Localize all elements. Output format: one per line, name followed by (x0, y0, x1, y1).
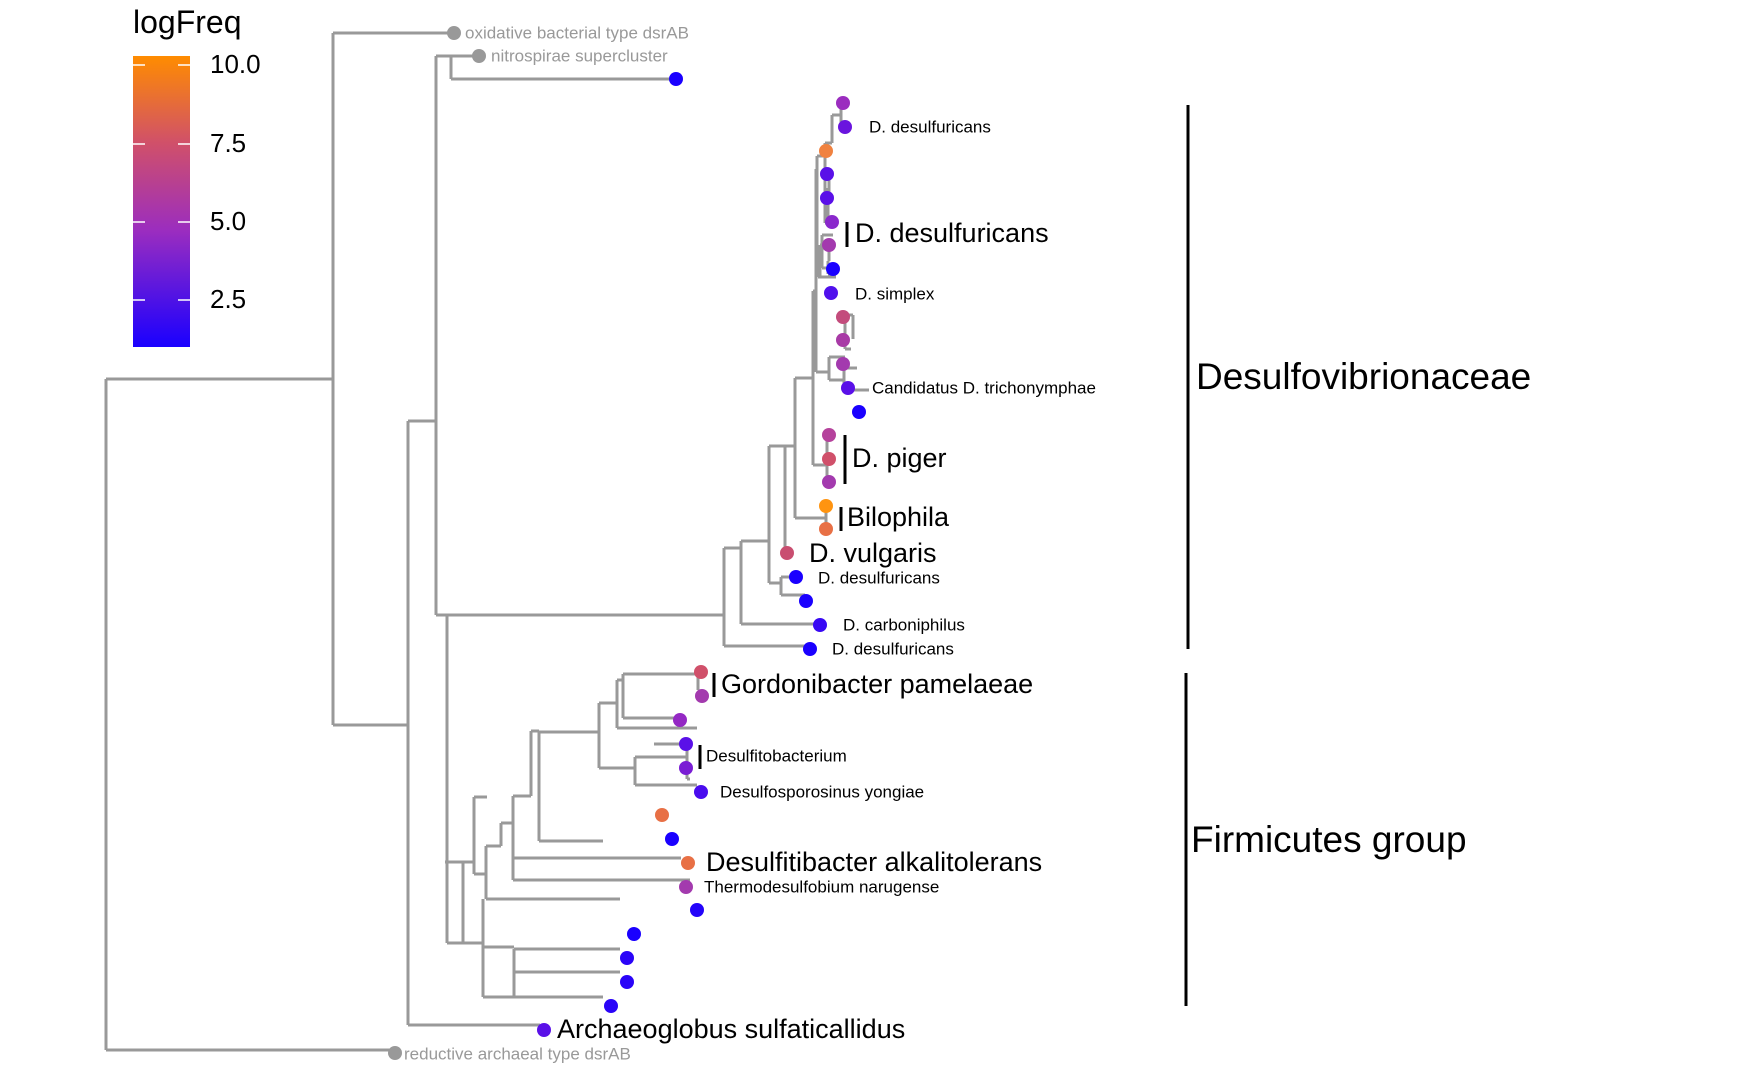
archaeal-label: reductive archaeal type dsrAB (404, 1044, 631, 1063)
tip-point (665, 832, 679, 846)
gordonibacter-label: Gordonibacter pamelaeae (721, 669, 1033, 699)
bilophila-label: Bilophila (847, 502, 950, 532)
thermodesulfobium-label: Thermodesulfobium narugense (704, 877, 939, 896)
trichonymphae-label: Candidatus D. trichonymphae (872, 378, 1096, 397)
tree-branches (104, 31, 869, 1052)
tip-point (819, 144, 833, 158)
desulfitibacter-label: Desulfitibacter alkalitolerans (706, 847, 1042, 877)
tip-labels: oxidative bacterial type dsrAB nitrospir… (404, 23, 1096, 1063)
tip-point (819, 499, 833, 513)
tip-point (819, 522, 833, 536)
desulfuricans-4-label: D. desulfuricans (832, 639, 954, 658)
tip-point (695, 689, 709, 703)
tip-point (694, 665, 708, 679)
desulfuricans-3-label: D. desulfuricans (818, 568, 940, 587)
simplex-label: D. simplex (855, 284, 935, 303)
tip-point (679, 761, 693, 775)
tip-point (822, 452, 836, 466)
tip-point (472, 49, 486, 63)
desulfuricans-1-label: D. desulfuricans (869, 117, 991, 136)
tip-point (780, 546, 794, 560)
vulgaris-label: D. vulgaris (809, 538, 937, 568)
clade-bars (698, 105, 1190, 1006)
tip-point (655, 808, 669, 822)
tip-point (681, 856, 695, 870)
tip-point (820, 191, 834, 205)
tip-point (388, 1046, 402, 1060)
tip-point (841, 381, 855, 395)
legend-tick-5: 5.0 (210, 206, 246, 236)
clade-label-desulfovibrionaceae: Desulfovibrionaceae (1196, 356, 1531, 397)
tip-point (822, 238, 836, 252)
desulfosporosinus-label: Desulfosporosinus yongiae (720, 782, 924, 801)
desulfitobacterium-label: Desulfitobacterium (706, 746, 847, 765)
tip-point (836, 357, 850, 371)
tip-point (690, 903, 704, 917)
tip-point (820, 167, 834, 181)
tip-point (627, 927, 641, 941)
tip-point (852, 405, 866, 419)
tip-point (789, 570, 803, 584)
tip-point (836, 310, 850, 324)
piger-label: D. piger (852, 443, 947, 473)
tip-point (673, 713, 687, 727)
tip-point (836, 333, 850, 347)
tip-point (679, 880, 693, 894)
tip-point (822, 475, 836, 489)
tip-point (836, 96, 850, 110)
tip-point (803, 642, 817, 656)
oxidative-label: oxidative bacterial type dsrAB (465, 23, 689, 42)
tip-point (825, 215, 839, 229)
tip-point (826, 262, 840, 276)
carboniphilus-label: D. carboniphilus (843, 615, 965, 634)
tip-point (604, 999, 618, 1013)
legend-tick-7-5: 7.5 (210, 128, 246, 158)
legend-tick-10: 10.0 (210, 49, 261, 79)
tip-point (694, 785, 708, 799)
color-legend: logFreq 10.0 7.5 5.0 2.5 (133, 4, 261, 347)
desulfuricans-2-label: D. desulfuricans (855, 218, 1049, 248)
clade-label-firmicutes: Firmicutes group (1191, 819, 1467, 860)
legend-tick-2-5: 2.5 (210, 284, 246, 314)
tip-point (813, 618, 827, 632)
tip-point (679, 737, 693, 751)
tip-point (822, 428, 836, 442)
archaeoglobus-label: Archaeoglobus sulfaticallidus (557, 1014, 905, 1044)
tip-point (447, 26, 461, 40)
legend-title: logFreq (133, 4, 242, 40)
legend-colorbar (133, 56, 190, 347)
tip-point (824, 286, 838, 300)
tip-point (537, 1023, 551, 1037)
tip-points (388, 26, 866, 1060)
tip-point (799, 594, 813, 608)
tip-point (620, 975, 634, 989)
tip-point (838, 120, 852, 134)
nitrospirae-label: nitrospirae supercluster (491, 46, 668, 65)
tip-point (669, 72, 683, 86)
tip-point (620, 951, 634, 965)
